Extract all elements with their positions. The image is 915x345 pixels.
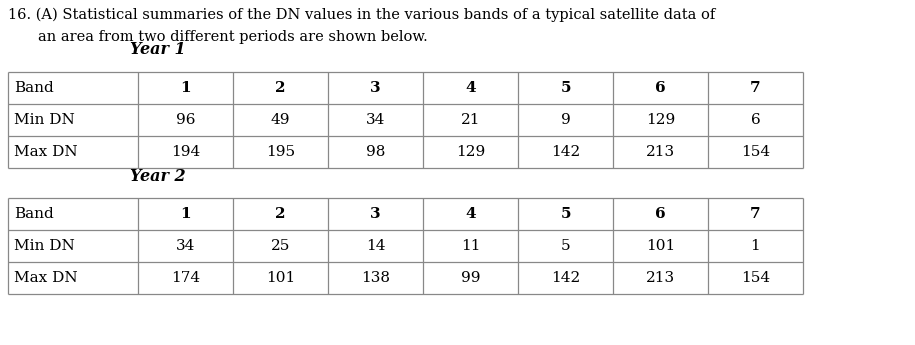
Text: Year 1: Year 1 — [130, 41, 186, 58]
Text: Min DN: Min DN — [14, 113, 75, 127]
Text: 195: 195 — [266, 145, 295, 159]
Text: 1: 1 — [180, 81, 191, 95]
Text: 142: 142 — [551, 145, 580, 159]
Text: 6: 6 — [655, 207, 666, 221]
Text: 9: 9 — [561, 113, 570, 127]
Text: 7: 7 — [750, 81, 760, 95]
Text: 213: 213 — [646, 145, 675, 159]
Text: 101: 101 — [266, 271, 296, 285]
Text: 174: 174 — [171, 271, 200, 285]
Text: 6: 6 — [750, 113, 760, 127]
Text: 2: 2 — [275, 207, 285, 221]
Text: Band: Band — [14, 207, 54, 221]
Text: 2: 2 — [275, 81, 285, 95]
Text: 4: 4 — [465, 207, 476, 221]
Text: 3: 3 — [371, 207, 381, 221]
Text: 14: 14 — [366, 239, 385, 253]
Text: 6: 6 — [655, 81, 666, 95]
Text: 129: 129 — [646, 113, 675, 127]
Text: 154: 154 — [741, 145, 770, 159]
Text: 101: 101 — [646, 239, 675, 253]
Text: Min DN: Min DN — [14, 239, 75, 253]
Text: 213: 213 — [646, 271, 675, 285]
Text: 194: 194 — [171, 145, 200, 159]
Text: 5: 5 — [560, 81, 571, 95]
Text: 5: 5 — [560, 207, 571, 221]
Text: 4: 4 — [465, 81, 476, 95]
Text: 16. (A) Statistical summaries of the DN values in the various bands of a typical: 16. (A) Statistical summaries of the DN … — [8, 8, 716, 22]
Text: 21: 21 — [461, 113, 480, 127]
Text: Max DN: Max DN — [14, 271, 78, 285]
Text: an area from two different periods are shown below.: an area from two different periods are s… — [38, 30, 427, 44]
Text: 7: 7 — [750, 207, 760, 221]
Text: 49: 49 — [271, 113, 290, 127]
Text: 96: 96 — [176, 113, 195, 127]
Text: 25: 25 — [271, 239, 290, 253]
Text: 1: 1 — [750, 239, 760, 253]
Text: 11: 11 — [461, 239, 480, 253]
Text: 3: 3 — [371, 81, 381, 95]
Text: 1: 1 — [180, 207, 191, 221]
Text: 5: 5 — [561, 239, 570, 253]
Text: 34: 34 — [176, 239, 195, 253]
Text: 34: 34 — [366, 113, 385, 127]
Text: 138: 138 — [361, 271, 390, 285]
Text: 142: 142 — [551, 271, 580, 285]
Text: 98: 98 — [366, 145, 385, 159]
Text: Band: Band — [14, 81, 54, 95]
Text: 99: 99 — [461, 271, 480, 285]
Text: 154: 154 — [741, 271, 770, 285]
Text: Max DN: Max DN — [14, 145, 78, 159]
Text: 129: 129 — [456, 145, 485, 159]
Text: Year 2: Year 2 — [130, 168, 186, 185]
